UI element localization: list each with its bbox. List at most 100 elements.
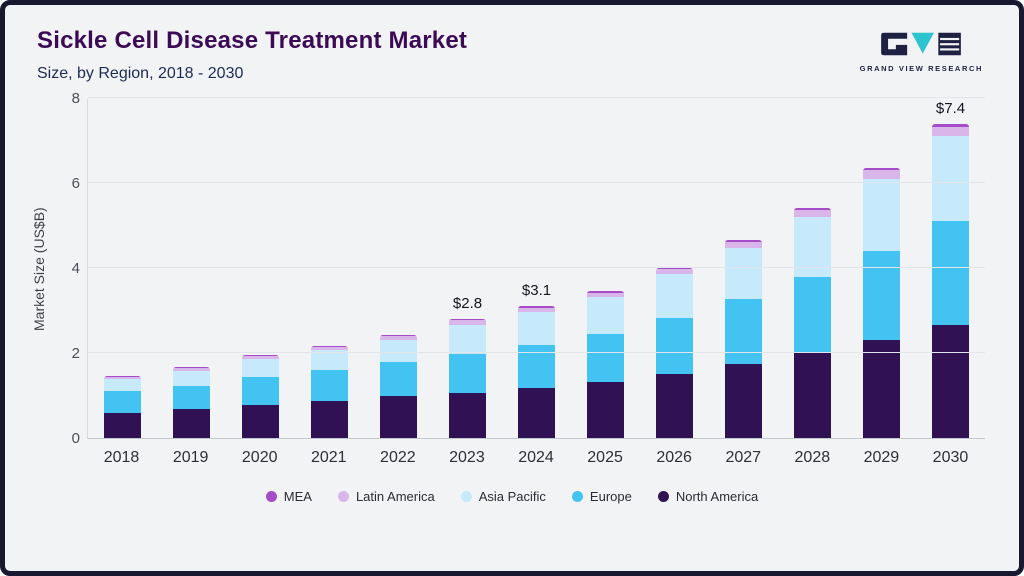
bar-segment-mea [587, 291, 624, 293]
stacked-bar-2019 [173, 367, 210, 438]
bar-segment-asia-pacific [587, 297, 624, 335]
bar-column-2028 [778, 99, 847, 438]
bar-segment-asia-pacific [449, 324, 486, 355]
bar-segment-mea [863, 168, 900, 171]
stacked-bar-2021 [311, 345, 348, 438]
bar-segment-mea [449, 319, 486, 321]
gridline [88, 267, 985, 268]
stacked-bar-2025 [587, 291, 624, 438]
bar-segment-mea [242, 354, 279, 356]
bar-segment-europe [380, 362, 417, 397]
x-tick-label-2022: 2022 [380, 449, 416, 466]
stacked-bar-2024 [518, 306, 555, 438]
bar-segment-latin-america [242, 355, 279, 359]
brand-caption: GRAND VIEW RESEARCH [859, 64, 983, 73]
bar-segment-asia-pacific [380, 339, 417, 363]
gridline [88, 352, 985, 353]
page-title: Sickle Cell Disease Treatment Market [37, 27, 468, 54]
x-tick-label-2023: 2023 [449, 449, 485, 466]
bar-column-2026 [640, 99, 709, 438]
bar-segment-europe [725, 299, 762, 364]
bar-column-2021 [295, 99, 364, 438]
bar-segment-mea [311, 345, 348, 347]
bar-segment-latin-america [311, 346, 348, 351]
chart: Market Size (US$B) $2.8 $3.1 $7.4 0 2 4 6 8 20… [5, 90, 1019, 467]
bar-column-2022 [364, 99, 433, 438]
bar-segment-latin-america [794, 210, 831, 217]
x-tick-label-2026: 2026 [656, 449, 692, 466]
bar-segment-latin-america [587, 292, 624, 298]
stacked-bar-2027 [725, 240, 762, 438]
y-tick-label: 8 [71, 90, 80, 107]
page-subtitle: Size, by Region, 2018 - 2030 [37, 65, 244, 82]
header: Sickle Cell Disease Treatment Market Siz… [5, 5, 1019, 83]
bar-column-2019 [157, 99, 226, 438]
brand-logo: GRAND VIEW RESEARCH [860, 31, 983, 73]
stacked-bar-2018 [104, 376, 141, 438]
stacked-bar-2028 [794, 208, 831, 438]
bar-segment-latin-america [104, 377, 141, 380]
stacked-bar-2030 [932, 123, 969, 438]
bar-column-2023: $2.8 [433, 99, 502, 438]
x-tick-label-2029: 2029 [863, 449, 900, 466]
bar-column-2029 [847, 99, 916, 438]
x-tick-label-2030: 2030 [932, 449, 969, 466]
x-tick-label-2024: 2024 [518, 449, 554, 466]
legend-item-latin-america: Latin America [337, 489, 435, 504]
bars-row: $2.8 $3.1 $7.4 [88, 99, 985, 438]
bar-segment-europe [311, 370, 348, 401]
bar-segment-mea [932, 123, 969, 127]
bar-segment-mea [725, 240, 762, 243]
y-tick-label: 2 [71, 345, 80, 362]
bar-value-label: $7.4 [935, 99, 966, 117]
x-tick-label-2018: 2018 [103, 449, 140, 466]
x-axis-labels: 2018 2019 2020 2021 2022 2023 2024 2025 2026 2027… [87, 449, 985, 467]
bar-segment-asia-pacific [104, 379, 141, 392]
bar-column-2024: $3.1 [502, 99, 571, 438]
bar-segment-latin-america [656, 269, 693, 275]
bar-segment-asia-pacific [518, 311, 555, 346]
legend-dot-icon [460, 491, 472, 502]
bar-segment-mea [380, 334, 417, 337]
legend: MEA Latin America Asia Pacific Europe North … [5, 489, 1019, 504]
plot-area: $2.8 $3.1 $7.4 0 2 4 6 8 [72, 90, 985, 447]
stacked-bar-2022 [380, 334, 417, 438]
stacked-bar-2020 [242, 354, 279, 438]
bar-segment-north-america [173, 409, 210, 438]
bar-segment-north-america [449, 393, 486, 438]
bar-segment-north-america [932, 325, 969, 438]
legend-dot-icon [265, 491, 277, 502]
bar-segment-north-america [518, 387, 555, 438]
gridline [88, 97, 985, 98]
bar-segment-latin-america [449, 320, 486, 325]
legend-item-mea: MEA [265, 489, 312, 504]
legend-label: Asia Pacific [478, 489, 546, 504]
bar-segment-latin-america [380, 336, 417, 340]
bar-column-2030: $7.4 [916, 99, 985, 438]
bar-segment-europe [104, 391, 141, 413]
bar-segment-europe [794, 276, 831, 353]
bar-value-label: $2.8 [452, 295, 483, 313]
bar-segment-asia-pacific [311, 350, 348, 371]
x-tick-label-2027: 2027 [725, 449, 762, 466]
bar-segment-europe [587, 334, 624, 382]
bar-segment-asia-pacific [932, 136, 969, 222]
legend-label: Latin America [355, 489, 435, 504]
legend-label: North America [675, 489, 759, 504]
legend-label: Europe [589, 489, 632, 504]
grand-view-research-logo-icon [881, 32, 962, 56]
bar-segment-latin-america [932, 126, 969, 137]
legend-dot-icon [337, 491, 349, 502]
y-axis-title: Market Size (US$B) [31, 207, 47, 331]
bar-column-2020 [226, 99, 295, 438]
bar-segment-europe [863, 251, 900, 341]
x-tick-label-2020: 2020 [241, 449, 278, 466]
bar-segment-north-america [311, 400, 348, 438]
bar-segment-latin-america [863, 170, 900, 179]
bar-segment-north-america [725, 363, 762, 438]
gridline [88, 182, 985, 183]
legend-dot-icon [571, 491, 583, 502]
legend-item-north-america: North America [657, 489, 759, 504]
bar-segment-europe [173, 385, 210, 410]
header-text: Sickle Cell Disease Treatment Market Siz… [37, 27, 467, 83]
